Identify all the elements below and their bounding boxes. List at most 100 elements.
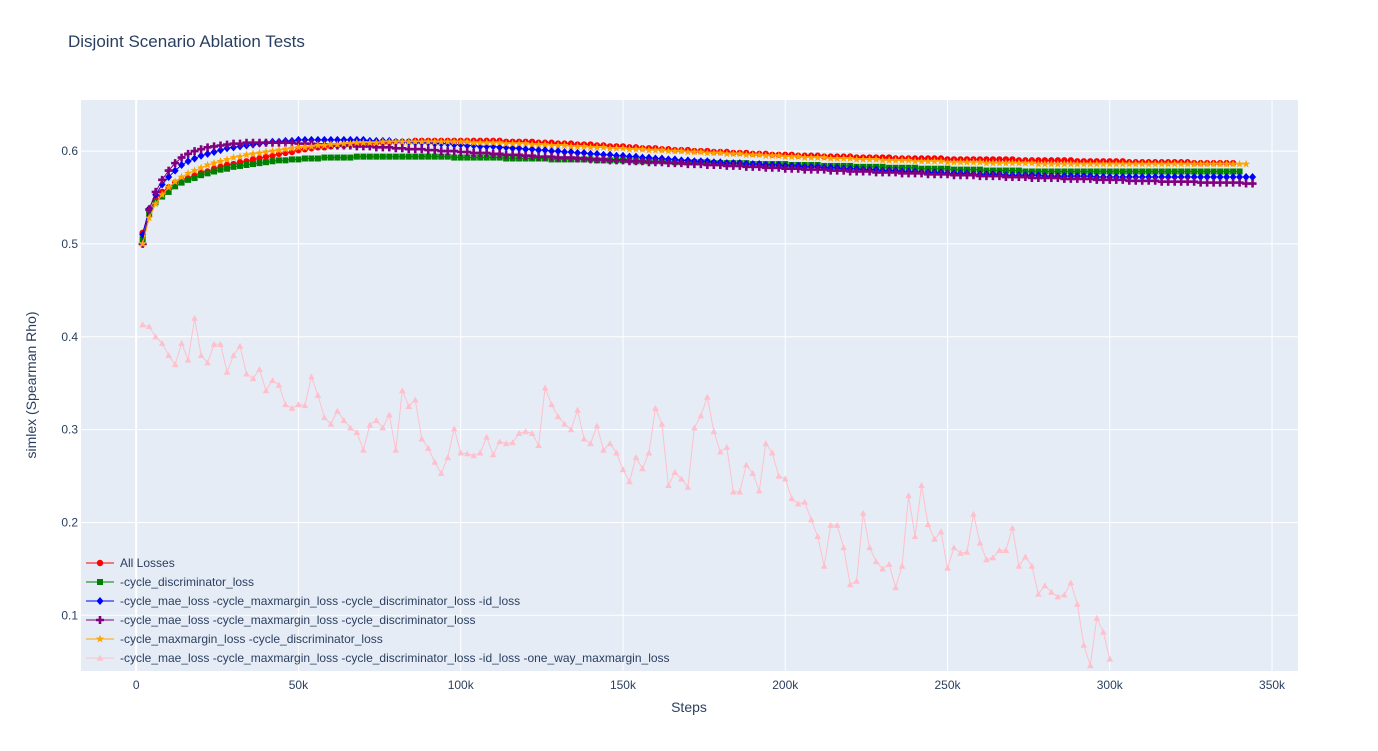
data-point [431,458,439,465]
data-point [580,435,588,442]
data-point [139,321,146,328]
data-point [1040,159,1049,168]
data-point [210,340,218,347]
data-point [1073,174,1082,183]
data-point [781,164,790,173]
data-point [962,171,971,180]
data-point [172,183,179,190]
data-point [670,146,679,155]
data-point [457,449,465,456]
data-point [463,137,472,146]
data-point [587,440,594,447]
data-point [1074,168,1081,175]
data-point [96,559,104,567]
data-point [385,143,394,152]
data-point [1009,167,1016,174]
data-point [865,155,874,163]
data-point [709,160,718,169]
y-tick-label: 0.2 [61,515,78,529]
data-point [684,483,692,490]
data-point [697,412,705,419]
data-point [288,404,296,411]
data-point [774,151,783,160]
data-point [190,166,199,175]
data-point [657,158,666,167]
data-point [444,153,451,160]
data-point [755,150,764,159]
data-point [548,147,556,156]
data-point [924,170,933,179]
data-point [618,156,627,165]
data-point [242,138,251,147]
data-point [722,161,731,170]
x-axis-ticks: 0 50k 100k 150k 200k 250k 300k 350k [133,678,1286,692]
data-point [1047,173,1056,182]
data-point [859,167,868,176]
data-point [528,151,537,160]
data-point [314,155,321,162]
data-point [230,163,237,170]
data-point [794,500,802,507]
data-point [249,138,258,147]
data-point [652,404,659,411]
legend-label: -cycle_discriminator_loss [120,575,254,589]
data-point [456,147,465,156]
data-point [730,488,737,495]
data-point [96,616,104,624]
data-point [334,407,341,414]
data-point [982,158,991,167]
data-point [586,155,595,164]
legend-label: -cycle_mae_loss -cycle_maxmargin_loss -c… [120,613,475,627]
data-point [164,166,173,175]
data-point [489,138,498,147]
data-point [1073,159,1082,168]
x-tick-label: 200k [772,678,799,692]
data-point [781,152,790,161]
data-point [398,387,406,394]
data-point [574,148,582,157]
series-group [139,314,1114,669]
data-point [508,150,517,159]
data-point [878,168,887,177]
data-point [1054,168,1061,175]
data-point [1041,582,1049,589]
data-point [690,147,699,156]
data-point [308,373,315,380]
data-point [826,154,835,162]
data-point [639,465,646,472]
data-point [872,155,881,163]
data-point [217,340,224,347]
data-point [177,153,186,162]
data-point [1229,178,1238,187]
x-tick-label: 350k [1259,678,1286,692]
data-point [360,446,367,453]
data-point [800,153,809,162]
data-point [391,144,400,153]
data-point [96,597,104,605]
data-point [1235,159,1244,168]
data-point [352,142,361,151]
data-point [846,581,854,588]
data-point [425,153,432,160]
data-point [1009,524,1016,531]
data-point [295,156,302,163]
data-point [949,157,959,166]
data-point [437,147,446,156]
data-point [1178,168,1185,175]
data-point [1183,177,1192,186]
data-point [256,160,263,167]
data-point [1151,176,1160,185]
data-point [1001,158,1011,167]
data-point [762,440,770,447]
data-point [963,548,971,555]
data-point [1177,159,1186,168]
data-point [859,509,867,516]
data-point [1196,159,1205,168]
data-point [463,450,471,457]
data-point [96,654,104,661]
data-point [424,137,433,146]
data-point [1196,178,1205,187]
data-point [210,142,219,151]
data-point [476,148,485,157]
data-point [314,135,322,144]
